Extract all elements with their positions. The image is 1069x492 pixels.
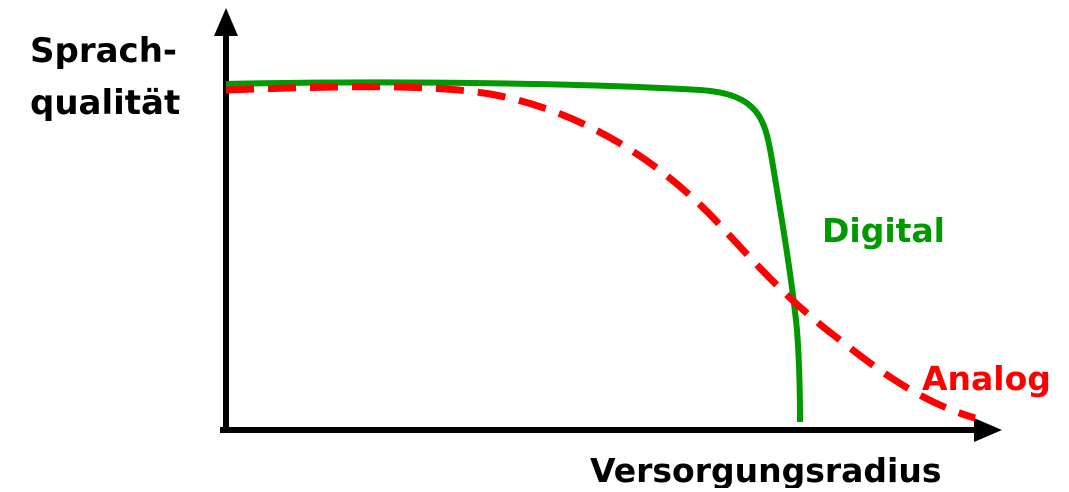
x-axis-arrow (974, 418, 1002, 442)
digital-label: Digital (822, 211, 945, 250)
y-axis-label-line2: qualität (30, 83, 180, 123)
analog-label: Analog (922, 359, 1051, 398)
analog-curve (225, 83, 976, 422)
digital-curve (225, 79, 803, 423)
y-axis-label-line1: Sprach- (30, 31, 177, 71)
x-axis-label: Versorgungsradius (590, 451, 941, 488)
y-axis-arrow (214, 8, 238, 36)
